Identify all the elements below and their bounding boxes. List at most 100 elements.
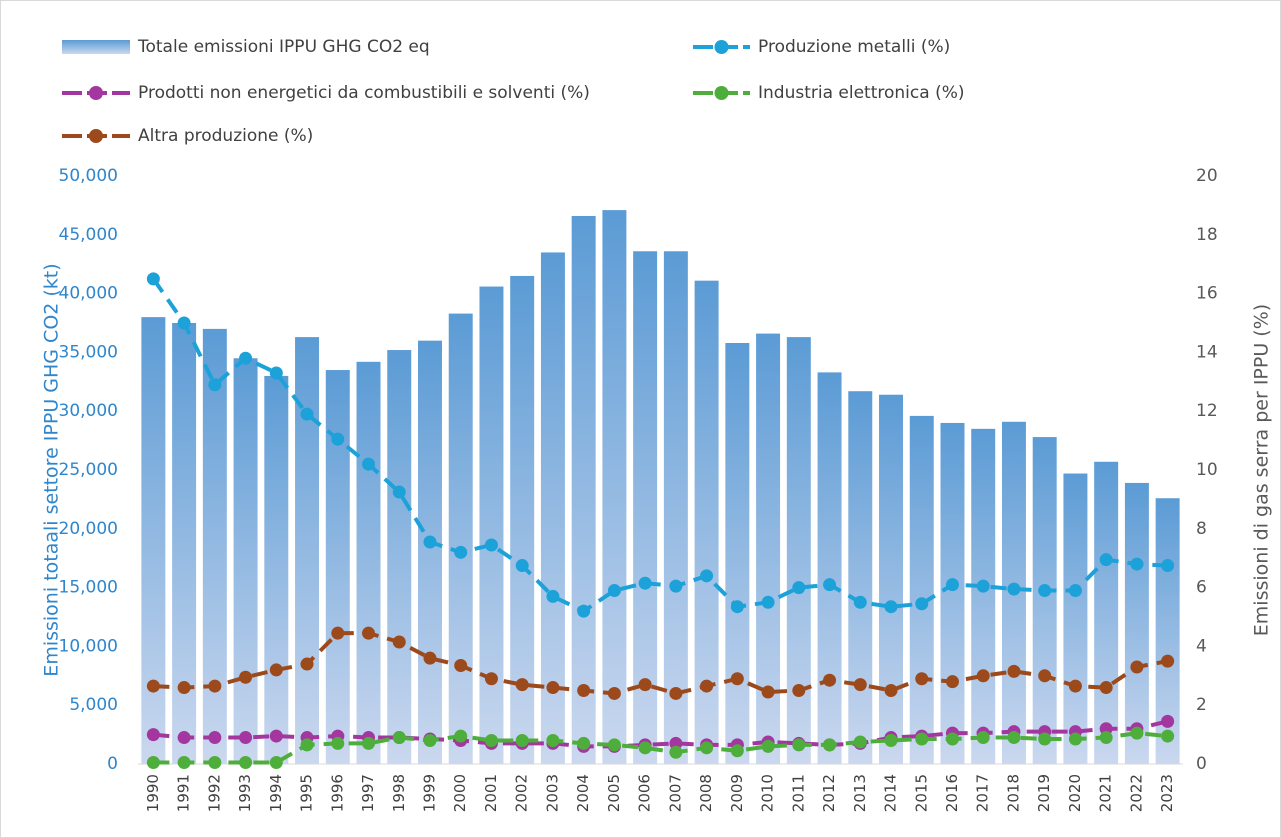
x-tick-label: 2004 [574,774,592,812]
x-tick-label: 2013 [851,774,869,812]
legend-swatch [62,40,130,54]
y-tick-label: 5,000 [69,695,118,715]
bar [1032,437,1057,764]
marker [607,738,621,752]
x-tick-label: 2016 [943,774,961,812]
marker [945,578,959,592]
marker [577,684,591,697]
x-tick-label: 2001 [482,774,500,812]
marker [976,669,990,683]
bar [172,323,197,764]
marker [177,756,191,770]
x-tick-label: 1993 [236,774,254,812]
marker [669,579,683,593]
marker [239,731,253,745]
marker [454,659,468,673]
marker [208,731,222,745]
bar [940,422,965,764]
marker [208,378,222,392]
y2-axis-title: Emissioni di gas serra per IPPU (%) [1251,304,1273,636]
bar [233,358,258,764]
legend-marker [714,86,729,100]
marker [700,679,714,693]
bar [602,210,627,764]
bar [356,361,381,764]
x-tick-label: 2014 [882,774,900,812]
y2-tick-label: 18 [1196,225,1218,245]
y-tick-label: 25,000 [59,460,118,480]
marker [392,485,406,499]
legend-marker [714,40,729,54]
marker [515,559,529,573]
marker [884,600,898,614]
marker [884,684,898,697]
marker [792,581,806,595]
marker [331,432,345,446]
marker [362,736,376,750]
bar [1094,461,1119,764]
y2-tick-label: 0 [1196,754,1207,774]
marker [915,732,929,746]
marker [945,732,959,746]
x-tick-label: 1991 [175,774,193,812]
marker [638,741,652,755]
bar [387,350,412,764]
y-tick-label: 40,000 [59,284,118,304]
y-tick-label: 0 [107,754,118,774]
x-tick-label: 1992 [205,774,223,812]
x-tick-label: 2017 [974,774,992,812]
marker [761,595,775,609]
marker [638,576,652,590]
marker [669,686,683,700]
bar [417,340,442,764]
bar [879,394,904,764]
marker [484,733,498,747]
bar [786,337,811,764]
legend-label: Totale emissioni IPPU GHG CO2 eq [137,37,430,57]
marker [146,756,160,770]
marker [823,738,837,752]
marker [177,316,191,330]
marker [1130,660,1144,674]
line [153,731,1168,765]
marker [730,672,744,686]
legend-label: Prodotti non energetici da combustibili … [138,83,590,103]
bar [1124,482,1149,764]
x-tick-label: 1990 [144,774,162,812]
y-tick-label: 50,000 [59,166,118,186]
marker [1068,584,1082,598]
y2-tick-label: 10 [1196,460,1218,480]
x-tick-label: 2015 [912,774,930,812]
bar [202,328,227,764]
marker [1099,553,1113,567]
marker [454,545,468,559]
bar [633,251,658,764]
x-tick-label: 2019 [1035,774,1053,812]
marker [269,663,283,677]
marker [484,538,498,552]
bar [448,313,473,764]
marker [730,744,744,758]
marker [577,604,591,618]
marker [1099,681,1113,695]
line [153,631,1169,696]
bar [510,275,535,764]
marker [331,626,345,640]
legend-label: Altra produzione (%) [138,126,313,146]
marker [239,351,253,365]
marker [853,735,867,749]
marker [1161,729,1175,743]
y-tick-label: 30,000 [59,401,118,421]
marker [1130,557,1144,571]
marker [1161,559,1175,573]
y2-tick-label: 16 [1196,284,1218,304]
bar [325,370,350,764]
x-tick-label: 1997 [359,774,377,812]
y2-tick-label: 8 [1196,519,1207,539]
marker [700,741,714,755]
marker [300,657,314,671]
marker [423,535,437,549]
marker [1068,679,1082,693]
marker [853,678,867,692]
